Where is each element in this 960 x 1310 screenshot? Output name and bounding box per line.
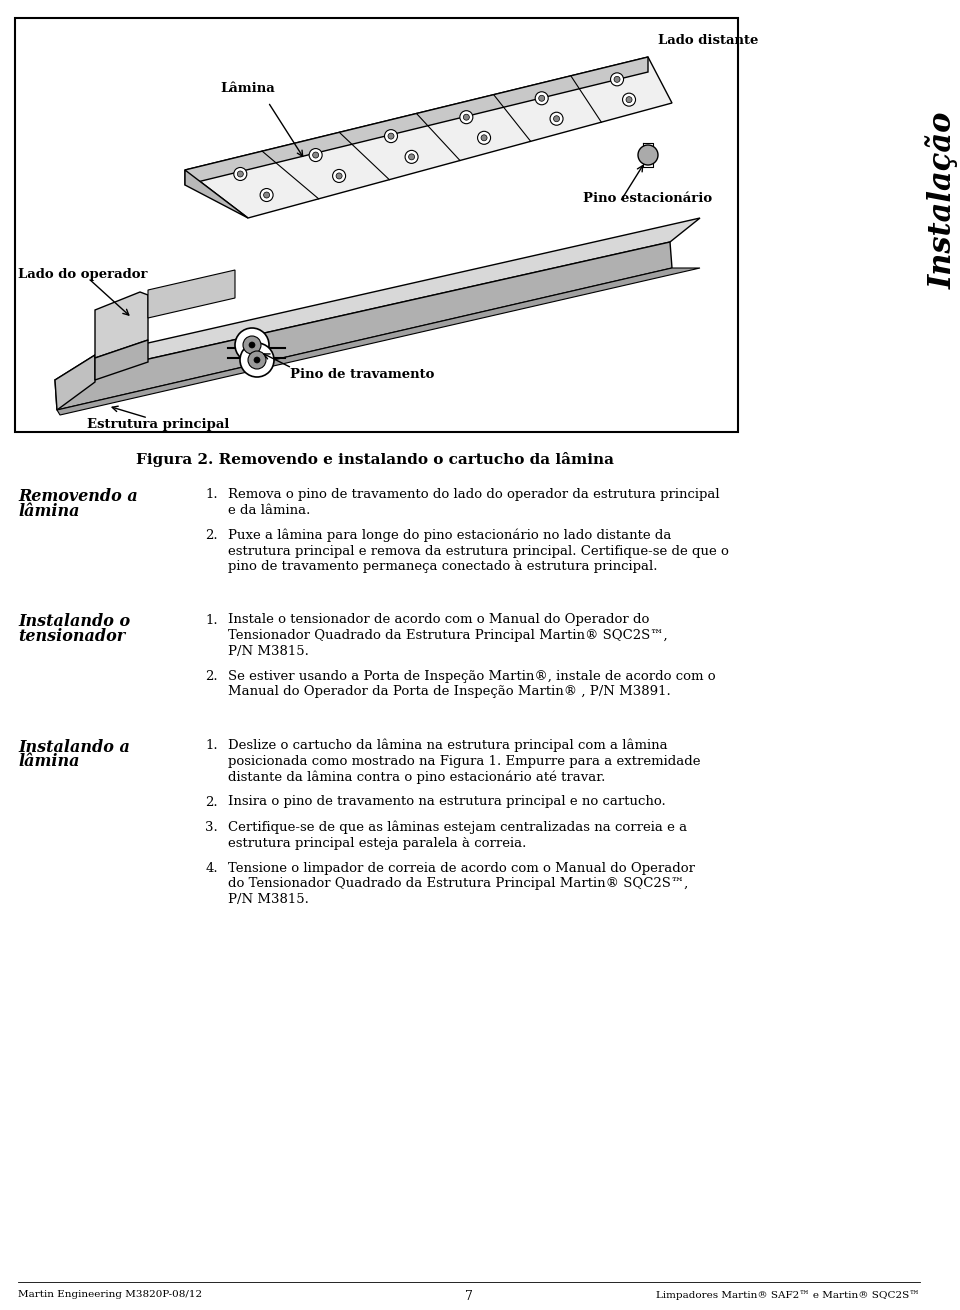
Circle shape — [626, 97, 632, 102]
Circle shape — [550, 113, 564, 126]
Text: 1.: 1. — [205, 739, 218, 752]
Circle shape — [536, 92, 548, 105]
Text: Deslize o cartucho da lâmina na estrutura principal com a lâmina: Deslize o cartucho da lâmina na estrutur… — [228, 739, 667, 752]
Text: P/N M3815.: P/N M3815. — [228, 645, 309, 658]
Text: e da lâmina.: e da lâmina. — [228, 503, 310, 516]
Text: 2.: 2. — [205, 529, 218, 542]
Text: 1.: 1. — [205, 489, 218, 500]
Text: Lado do operador: Lado do operador — [18, 269, 148, 282]
Text: distante da lâmina contra o pino estacionário até travar.: distante da lâmina contra o pino estacio… — [228, 770, 606, 783]
Text: Tensione o limpador de correia de acordo com o Manual do Operador: Tensione o limpador de correia de acordo… — [228, 862, 695, 875]
Circle shape — [464, 114, 469, 121]
Polygon shape — [185, 58, 672, 217]
Text: Removendo a: Removendo a — [18, 489, 137, 504]
Polygon shape — [185, 170, 248, 217]
Text: Lado distante: Lado distante — [658, 34, 758, 47]
Text: Figura 2. Removendo e instalando o cartucho da lâmina: Figura 2. Removendo e instalando o cartu… — [136, 452, 614, 466]
Text: estrutura principal e remova da estrutura principal. Certifique-se de que o: estrutura principal e remova da estrutur… — [228, 545, 729, 558]
Circle shape — [260, 189, 273, 202]
Polygon shape — [95, 341, 148, 380]
Bar — [920, 0, 960, 600]
Circle shape — [554, 115, 560, 122]
Circle shape — [235, 328, 269, 362]
Text: Instalando o: Instalando o — [18, 613, 131, 630]
Text: Manual do Operador da Porta de Inspeção Martin® , P/N M3891.: Manual do Operador da Porta de Inspeção … — [228, 685, 671, 698]
Text: P/N M3815.: P/N M3815. — [228, 893, 309, 907]
Circle shape — [248, 351, 266, 369]
Circle shape — [243, 335, 261, 354]
Text: lâmina: lâmina — [18, 503, 80, 520]
Text: Certifique-se de que as lâminas estejam centralizadas na correia e a: Certifique-se de que as lâminas estejam … — [228, 821, 687, 834]
Circle shape — [336, 173, 342, 179]
Polygon shape — [185, 58, 648, 185]
Text: Pino de travamento: Pino de travamento — [290, 368, 434, 381]
Text: pino de travamento permaneça conectado à estrutura principal.: pino de travamento permaneça conectado à… — [228, 559, 658, 572]
Circle shape — [460, 111, 473, 123]
Circle shape — [638, 145, 658, 165]
Polygon shape — [55, 242, 672, 410]
Text: do Tensionador Quadrado da Estrutura Principal Martin® SQC2S™,: do Tensionador Quadrado da Estrutura Pri… — [228, 878, 688, 891]
Polygon shape — [57, 269, 700, 415]
Text: Instalação: Instalação — [925, 111, 958, 288]
Text: Tensionador Quadrado da Estrutura Principal Martin® SQC2S™,: Tensionador Quadrado da Estrutura Princi… — [228, 629, 667, 642]
Circle shape — [614, 76, 620, 83]
Circle shape — [313, 152, 319, 159]
Text: Estrutura principal: Estrutura principal — [86, 418, 229, 431]
Text: Instale o tensionador de acordo com o Manual do Operador do: Instale o tensionador de acordo com o Ma… — [228, 613, 649, 626]
Circle shape — [254, 358, 260, 363]
Text: tensionador: tensionador — [18, 627, 125, 645]
Bar — [15, 18, 738, 432]
Circle shape — [309, 148, 323, 161]
Circle shape — [611, 73, 624, 86]
Polygon shape — [55, 355, 95, 410]
Polygon shape — [55, 217, 700, 380]
Circle shape — [240, 343, 274, 377]
Text: posicionada como mostrado na Figura 1. Empurre para a extremidade: posicionada como mostrado na Figura 1. E… — [228, 755, 701, 768]
Circle shape — [385, 130, 397, 143]
Text: Pino estacionário: Pino estacionário — [583, 193, 712, 204]
Text: 4.: 4. — [205, 862, 218, 875]
Text: Puxe a lâmina para longe do pino estacionário no lado distante da: Puxe a lâmina para longe do pino estacio… — [228, 529, 671, 542]
Text: Insira o pino de travamento na estrutura principal e no cartucho.: Insira o pino de travamento na estrutura… — [228, 795, 665, 808]
Text: estrutura principal esteja paralela à correia.: estrutura principal esteja paralela à co… — [228, 837, 526, 849]
Circle shape — [264, 193, 270, 198]
Text: Martin Engineering M3820P-08/12: Martin Engineering M3820P-08/12 — [18, 1290, 203, 1300]
Circle shape — [405, 151, 418, 164]
Circle shape — [409, 153, 415, 160]
Text: lâmina: lâmina — [18, 753, 80, 770]
Circle shape — [388, 134, 394, 139]
Text: Instalando a: Instalando a — [18, 739, 130, 756]
Circle shape — [237, 172, 243, 177]
Polygon shape — [95, 292, 148, 358]
Circle shape — [249, 342, 255, 348]
Text: 1.: 1. — [205, 613, 218, 626]
Circle shape — [332, 169, 346, 182]
Text: Lâmina: Lâmina — [221, 83, 276, 96]
Text: 2.: 2. — [205, 795, 218, 808]
Text: 2.: 2. — [205, 669, 218, 683]
Text: Remova o pino de travamento do lado do operador da estrutura principal: Remova o pino de travamento do lado do o… — [228, 489, 720, 500]
Circle shape — [477, 131, 491, 144]
Circle shape — [234, 168, 247, 181]
Text: 7: 7 — [465, 1290, 473, 1303]
Text: Se estiver usando a Porta de Inspeção Martin®, instale de acordo com o: Se estiver usando a Porta de Inspeção Ma… — [228, 669, 715, 683]
Polygon shape — [148, 270, 235, 318]
Text: Limpadores Martin® SAF2™ e Martin® SQC2S™: Limpadores Martin® SAF2™ e Martin® SQC2S… — [657, 1290, 920, 1300]
Circle shape — [539, 96, 544, 101]
Circle shape — [622, 93, 636, 106]
Circle shape — [481, 135, 487, 140]
Text: 3.: 3. — [205, 821, 218, 834]
